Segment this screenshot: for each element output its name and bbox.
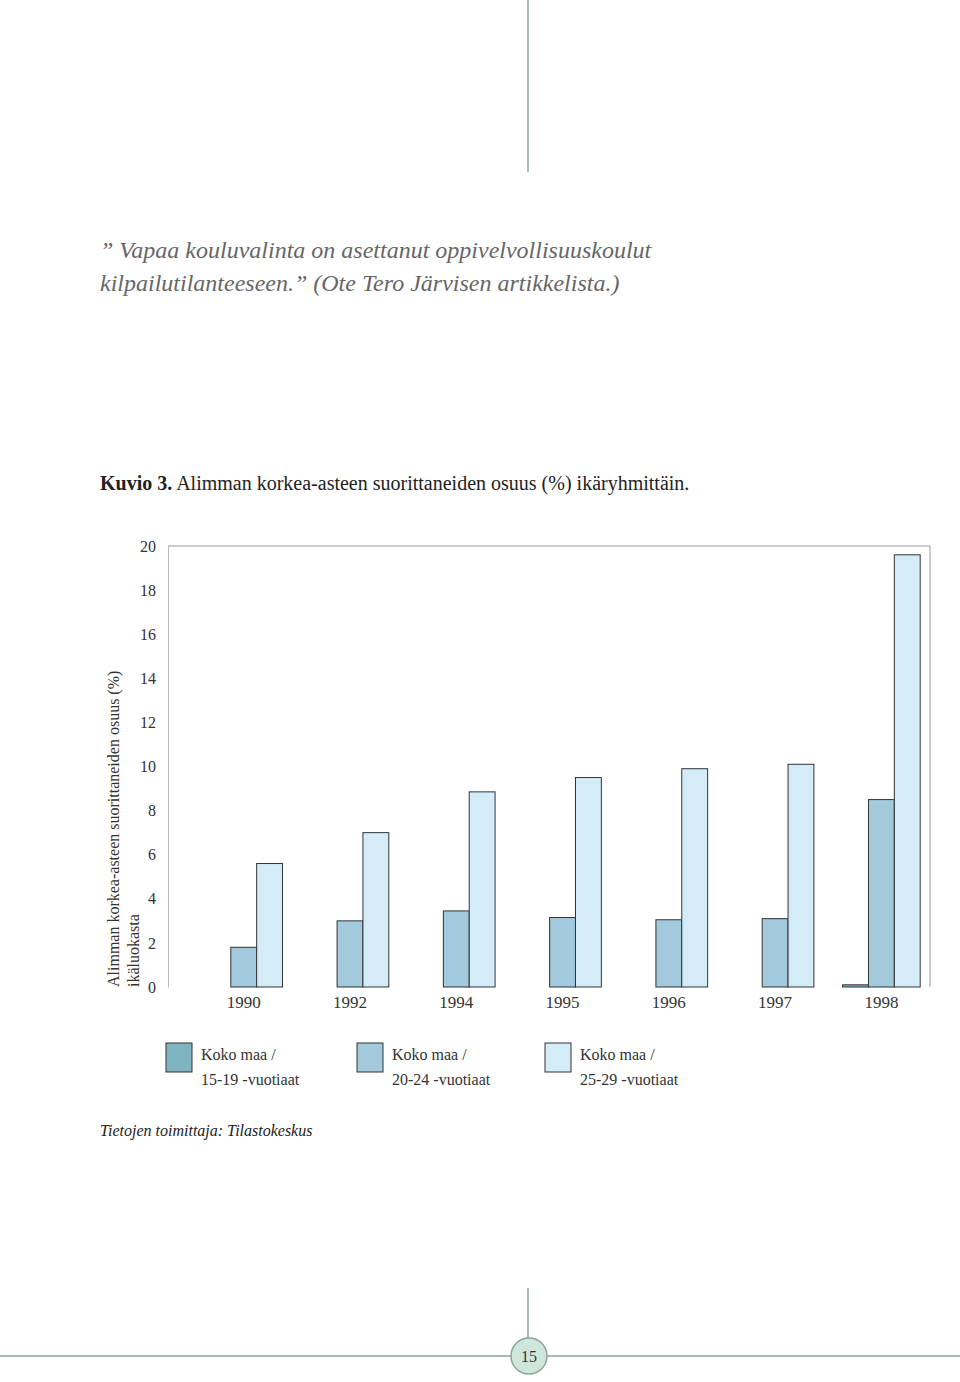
legend-label-line: Koko maa /: [392, 1046, 467, 1063]
y-tick-label: 20: [140, 538, 156, 555]
decor-line: [527, 0, 529, 172]
source: Tietojen toimittaja: Tilastokeskus: [100, 1122, 312, 1140]
x-tick: 1994: [439, 987, 474, 1012]
figure-label: Kuvio 3.: [100, 472, 172, 494]
bar: [363, 833, 389, 987]
legend-swatch: [166, 1043, 192, 1072]
y-tick-label: 6: [148, 846, 156, 863]
bar: [894, 555, 920, 987]
y-tick: 10: [140, 758, 168, 775]
y-tick: 14: [140, 670, 168, 687]
y-tick: 2: [148, 935, 168, 952]
legend-label: Koko maa / 15-19 -vuotiaat: [201, 1046, 300, 1088]
x-tick: 1997: [758, 987, 793, 1012]
y-axis: 0 2 4 6 8 10 12 14 16 18 20: [140, 538, 169, 996]
x-tick: 1998: [864, 987, 898, 1012]
legend-label-line: 20-24 -vuotiaat: [392, 1071, 491, 1088]
y-tick-label: 18: [140, 582, 156, 599]
bar: [231, 947, 257, 987]
legend-label-line: 15-19 -vuotiaat: [201, 1071, 300, 1088]
bar: [311, 987, 337, 988]
page-badge: [511, 1338, 547, 1374]
bar: [736, 987, 762, 988]
y-tick: 6: [148, 846, 168, 863]
x-tick: 1992: [333, 987, 367, 1012]
plot-frame: [168, 546, 930, 547]
bar: [469, 792, 495, 987]
bar: [257, 864, 283, 987]
x-tick-label: 1998: [864, 993, 898, 1012]
x-tick: 1996: [652, 987, 686, 1012]
plot-frame: [930, 546, 931, 987]
quote-line: ” Vapaa kouluvalinta on asettanut oppive…: [100, 237, 653, 263]
y-tick-label: 14: [140, 670, 156, 687]
title-text: Alimman korkea-asteen suorittaneiden osu…: [172, 472, 689, 495]
decor-line: [547, 1355, 960, 1357]
x-tick-label: 1992: [333, 993, 367, 1012]
bar: [337, 921, 363, 987]
y-tick: 16: [140, 626, 168, 643]
bar: [417, 987, 443, 988]
x-tick-label: 1995: [546, 993, 580, 1012]
bar: [524, 987, 550, 988]
page-number: 15: [521, 1348, 537, 1365]
y-tick: 18: [140, 582, 168, 599]
decor-line: [527, 1288, 529, 1338]
y-tick: 12: [140, 714, 168, 731]
legend-label: Koko maa / 25-29 -vuotiaat: [580, 1046, 679, 1088]
bar: [443, 911, 469, 987]
bar: [762, 919, 788, 987]
x-tick-label: 1990: [227, 993, 261, 1012]
bar: [630, 987, 656, 988]
series: [843, 985, 869, 987]
y-tick-label: 2: [148, 935, 156, 952]
x-tick-label: 1996: [652, 993, 686, 1012]
y-tick: 8: [148, 802, 168, 819]
legend-label-line: Koko maa /: [580, 1046, 655, 1063]
y-tick: 20: [140, 538, 168, 555]
y-axis-line: [168, 547, 169, 988]
x-tick: 1995: [546, 987, 580, 1012]
y-tick-label: 10: [140, 758, 156, 775]
bar: [205, 987, 231, 988]
series: [257, 555, 921, 987]
quote-line: kilpailutilanteeseen.” (Ote Tero Järvise…: [100, 270, 619, 296]
bar: [550, 918, 576, 987]
legend-item: Koko maa / 20-24 -vuotiaat: [357, 1043, 491, 1088]
bar: [868, 800, 894, 987]
legend-label-line: Koko maa /: [201, 1046, 276, 1063]
decor-line: [0, 1355, 511, 1357]
x-tick-label: 1997: [758, 993, 793, 1012]
legend-item: Koko maa / 25-29 -vuotiaat: [545, 1043, 679, 1088]
bar: [682, 769, 708, 987]
title: Kuvio 3. Alimman korkea-asteen suorittan…: [100, 472, 689, 495]
y-tick-label: 12: [140, 714, 156, 731]
y-tick-label: 16: [140, 626, 156, 643]
legend-label: Koko maa / 20-24 -vuotiaat: [392, 1046, 491, 1088]
y-tick-label: 8: [148, 802, 156, 819]
legend-swatch: [545, 1043, 571, 1072]
bar: [843, 985, 869, 987]
bars: [231, 555, 920, 987]
page: 15 ” Vapaa kouluvalinta on asettanut oppi…: [0, 0, 960, 1382]
x-tick-label: 1994: [439, 993, 474, 1012]
legend-swatch: [357, 1043, 383, 1072]
y-tick-label: 0: [148, 979, 156, 996]
bar: [788, 764, 814, 987]
x-tick: 1990: [227, 987, 261, 1012]
y-axis-title: Alimman korkea-asteen suorittaneiden osu…: [105, 671, 123, 987]
bar: [575, 778, 601, 987]
x-axis: 1990 1992 1994 1995 1996 1997 1998: [227, 987, 899, 1012]
y-tick: 0: [148, 979, 168, 996]
legend-item: Koko maa / 15-19 -vuotiaat: [166, 1043, 300, 1088]
legend-label-line: 25-29 -vuotiaat: [580, 1071, 679, 1088]
y-tick-label: 4: [148, 890, 156, 907]
bar: [656, 920, 682, 987]
y-tick: 4: [148, 890, 168, 907]
y-axis-title: ikäluokasta: [125, 914, 142, 987]
